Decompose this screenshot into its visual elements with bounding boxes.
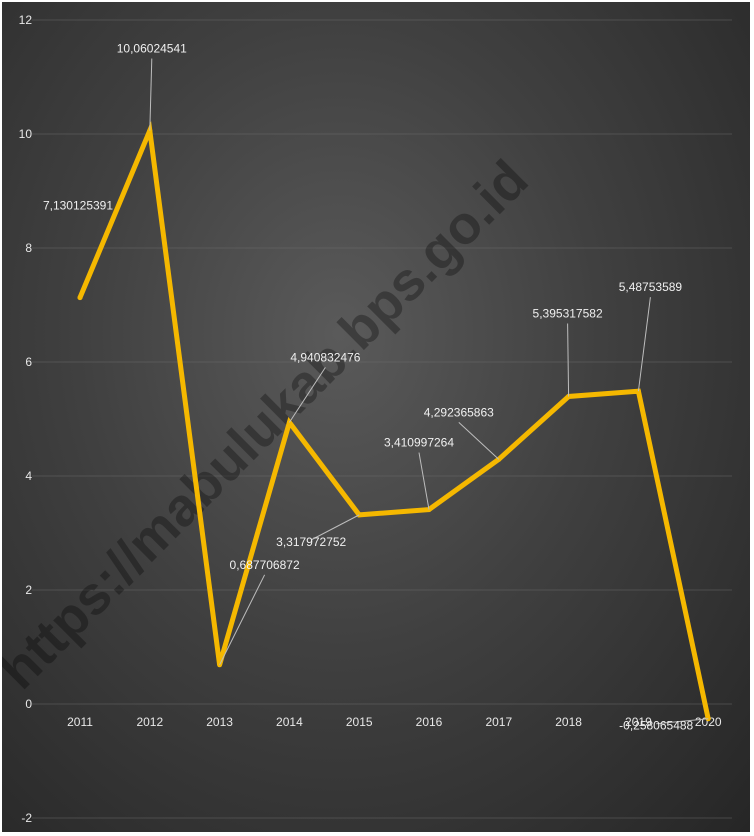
data-label: 0,687706872 [230,558,300,572]
x-tick-label: 2013 [206,715,233,729]
x-tick-label: 2016 [416,715,443,729]
x-tick-label: 2020 [695,715,722,729]
data-label: -0,258065488 [619,719,693,733]
data-label-leader [149,58,153,131]
x-tick-label: 2011 [67,715,93,729]
y-tick-label: 2 [25,583,32,597]
data-label: 4,940832476 [290,350,360,364]
data-label-leader [458,421,500,460]
watermark-text: https://mabulukab.bps.go.id [2,149,540,701]
x-tick-label: 2019 [625,715,652,729]
y-tick-label: 10 [19,127,33,141]
data-label: 3,410997264 [384,436,454,450]
data-label: 3,317972752 [276,535,346,549]
y-tick-label: 12 [19,13,33,27]
x-tick-label: 2018 [555,715,582,729]
data-label-leader [637,297,651,392]
x-tick-label: 2015 [346,715,373,729]
y-tick-label: 0 [25,697,32,711]
x-tick-label: 2017 [485,715,512,729]
data-label: 5,395317582 [533,306,603,320]
data-label: 5,48753589 [619,280,683,294]
y-tick-label: 6 [25,355,32,369]
y-tick-label: 4 [25,469,32,483]
data-label-leader [567,323,570,397]
data-label-leader [310,514,360,541]
data-label-leader [418,452,430,510]
data-label-leader [288,367,326,423]
x-tick-label: 2012 [136,715,163,729]
data-label: 4,292365863 [424,405,494,419]
series-line [77,121,711,722]
y-tick-label: -2 [21,811,32,825]
data-point [77,295,83,301]
data-label: 7,130125391 [43,199,113,213]
data-label-leader [219,574,266,666]
x-tick-label: 2014 [276,715,303,729]
data-label-leader [656,718,709,725]
y-tick-label: 8 [25,241,32,255]
data-label: 10,06024541 [117,42,187,56]
